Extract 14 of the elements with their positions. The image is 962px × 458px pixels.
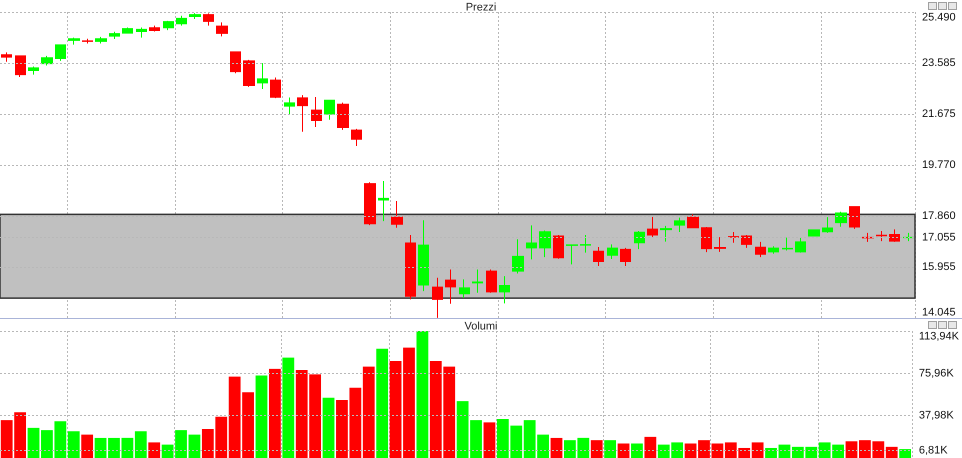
y-tick-label: 23.585 bbox=[922, 56, 956, 69]
y-tick-label: 19.770 bbox=[922, 158, 956, 171]
y-tick-label: 25.490 bbox=[922, 12, 956, 24]
y-tick-label: 113,94K bbox=[918, 330, 960, 342]
chart-title: Prezzi bbox=[466, 2, 496, 14]
y-tick-label: 14.045 bbox=[922, 306, 956, 318]
y-tick-label: 17.055 bbox=[922, 232, 956, 244]
y-tick-label: 15.955 bbox=[922, 260, 956, 273]
chart-title: Volumi bbox=[464, 320, 498, 332]
y-tick-label: 75,96K bbox=[918, 367, 954, 380]
y-tick-label: 21.675 bbox=[922, 108, 956, 120]
y-tick-label: 6,81K bbox=[918, 444, 948, 456]
y-tick-label: 37,98K bbox=[918, 410, 954, 422]
y-tick-label: 17.860 bbox=[922, 210, 956, 222]
